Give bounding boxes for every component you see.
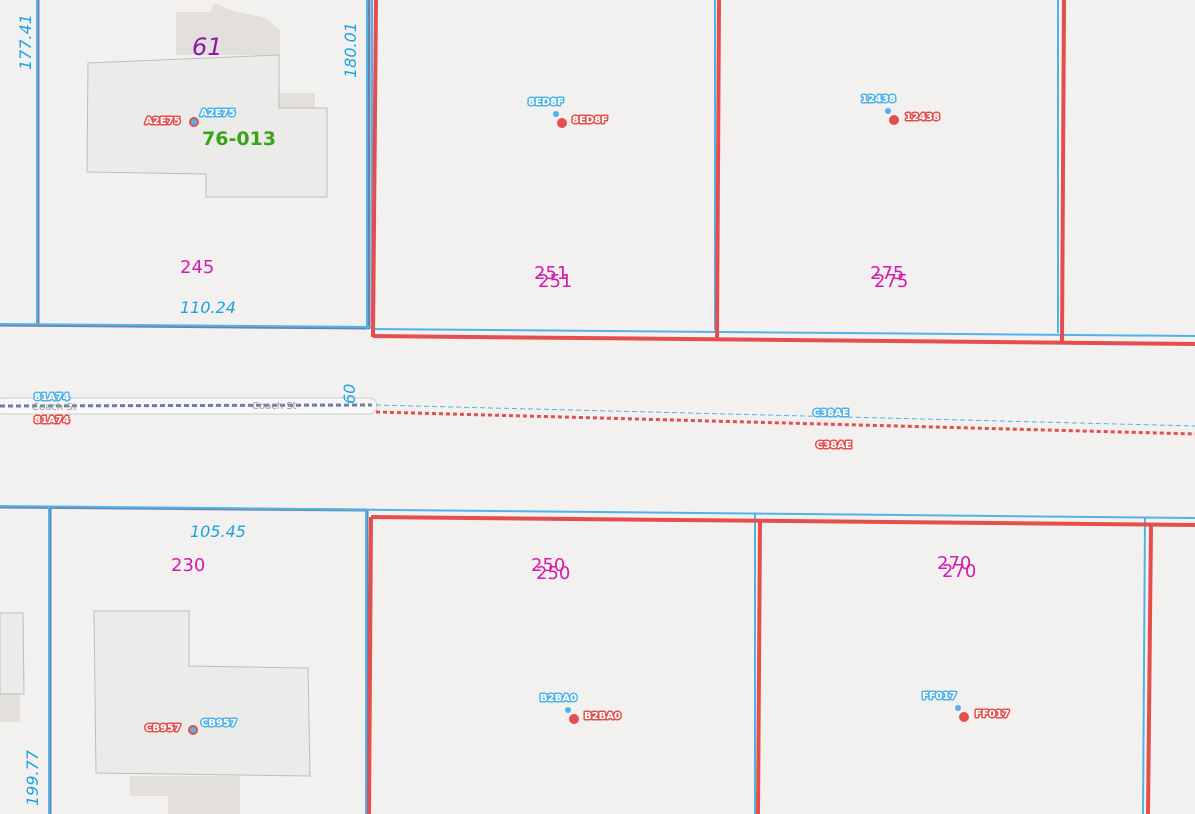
parcel-id-label: 76-013 — [202, 128, 276, 150]
tag-new: 8ED8F — [528, 97, 564, 108]
tag-new: 12438 — [861, 94, 896, 105]
dimension-110: 110.24 — [180, 298, 236, 317]
tag-new: B2BA0 — [540, 693, 577, 704]
building — [0, 612, 25, 695]
point-new[interactable] — [955, 705, 961, 711]
address-245: 245 — [180, 257, 214, 278]
address-251: 251 — [538, 271, 572, 292]
ground-patch — [277, 93, 315, 111]
road-tag-new: C38AE — [813, 408, 849, 419]
point-new[interactable] — [190, 727, 196, 733]
tag-old: B2BA0 — [584, 711, 621, 722]
dimension-177: 177.41 — [16, 14, 35, 70]
building — [86, 54, 328, 198]
address-270-old: 270 — [937, 553, 971, 574]
address-250: 250 — [536, 563, 570, 584]
dimension-labels: 177.41 180.01 110.24 105.45 199.77 60 — [16, 14, 360, 806]
address-points — [188, 108, 969, 735]
address-275-old: 275 — [870, 263, 904, 284]
road-tag-old: C38AE — [816, 440, 852, 451]
point-new[interactable] — [565, 707, 571, 713]
address-250-old: 250 — [531, 555, 565, 576]
tag-old: A2E75 — [145, 116, 180, 127]
tag-old: FF017 — [975, 709, 1010, 720]
address-230: 230 — [171, 555, 205, 576]
point-old[interactable] — [569, 714, 579, 724]
point-new[interactable] — [553, 111, 559, 117]
road-centerline-red — [375, 410, 1195, 436]
point-new[interactable] — [191, 119, 197, 125]
tag-old: 12438 — [905, 112, 940, 123]
road-tag-new: 81A74 — [34, 392, 70, 403]
dimension-199: 199.77 — [23, 749, 42, 806]
point-old[interactable] — [959, 712, 969, 722]
red-parcel-lines — [367, 0, 1195, 814]
address-275: 275 — [874, 271, 908, 292]
tag-new: FF017 — [922, 691, 957, 702]
point-old[interactable] — [889, 115, 899, 125]
street-name: Coach St — [252, 401, 297, 412]
point-new[interactable] — [885, 108, 891, 114]
road-centerline-blue — [375, 404, 1195, 427]
dimension-60: 60 — [340, 384, 359, 404]
block-label: 61 — [192, 33, 223, 61]
tag-labels: A2E75 A2E75 8ED8F 8ED8F 12438 12438 CB95… — [33, 93, 1012, 736]
ground-patch — [0, 690, 20, 722]
street-name-left: Coach St — [32, 402, 77, 413]
tag-new: A2E75 — [200, 108, 235, 119]
dimension-180: 180.01 — [341, 22, 360, 78]
ground-patch — [176, 3, 280, 55]
building — [93, 610, 311, 777]
address-labels: 245 251 251 275 275 230 250 250 270 270 — [171, 257, 976, 584]
tag-old: 8ED8F — [572, 115, 608, 126]
address-270: 270 — [942, 561, 976, 582]
road-centerline-old — [0, 403, 373, 408]
address-251-old: 251 — [534, 263, 568, 284]
road-tag-old: 81A74 — [34, 415, 70, 426]
tag-new: CB957 — [201, 718, 237, 729]
ground-patch — [130, 776, 240, 814]
tag-old: CB957 — [145, 723, 181, 734]
dimension-105: 105.45 — [190, 522, 246, 541]
point-old[interactable] — [557, 118, 567, 128]
